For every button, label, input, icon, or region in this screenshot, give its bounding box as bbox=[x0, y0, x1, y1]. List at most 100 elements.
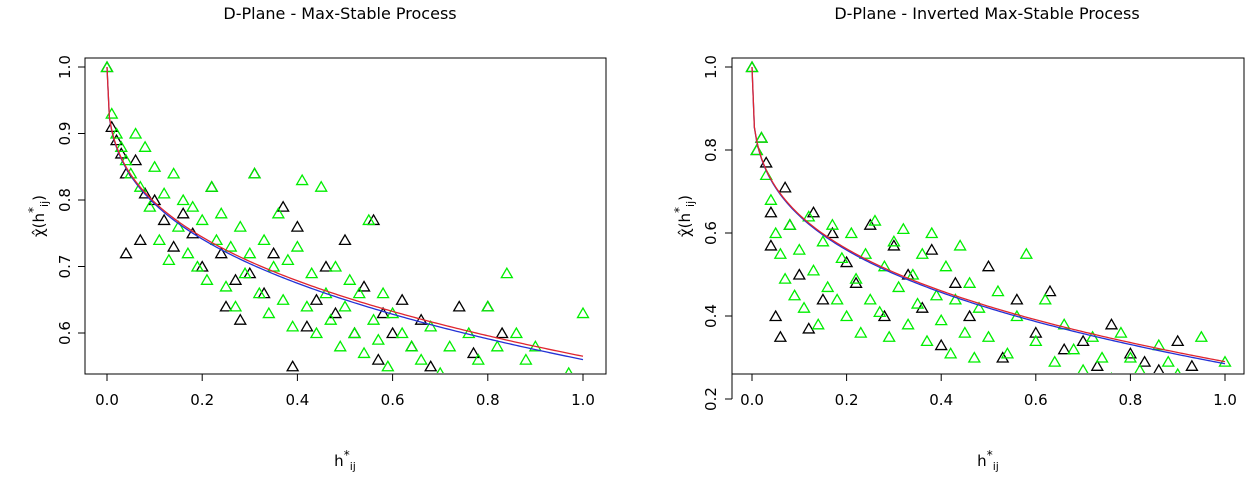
scatter-point bbox=[764, 193, 778, 205]
scatter-point bbox=[305, 266, 319, 279]
scatter-point bbox=[195, 213, 209, 226]
scatter-point bbox=[806, 264, 821, 276]
y-tick-label: 1.0 bbox=[702, 55, 720, 79]
scatter-point bbox=[290, 220, 305, 232]
scatter-point bbox=[797, 301, 811, 313]
x-axis-label: h*ij bbox=[977, 448, 999, 473]
scatter-point bbox=[405, 340, 419, 352]
scatter-point bbox=[224, 240, 238, 252]
scatter-point bbox=[892, 280, 906, 293]
scatter-point bbox=[925, 243, 939, 255]
scatter-point bbox=[309, 326, 324, 339]
scatter-point bbox=[128, 153, 143, 166]
points-layer bbox=[100, 60, 590, 391]
scatter-point bbox=[1019, 247, 1033, 259]
scatter-point bbox=[262, 306, 276, 319]
scatter-point bbox=[792, 268, 806, 280]
scatter-point bbox=[1104, 318, 1119, 330]
fitted-curve bbox=[751, 66, 1226, 365]
scatter-point bbox=[381, 359, 395, 372]
scatter-point bbox=[778, 272, 792, 284]
scatter-point bbox=[371, 333, 385, 345]
scatter-point bbox=[783, 218, 797, 230]
scatter-point bbox=[338, 300, 352, 312]
y-tick-label: 0.8 bbox=[56, 188, 74, 212]
y-axis-label: χ̂(h*ij) bbox=[672, 195, 697, 237]
scatter-point bbox=[1095, 351, 1109, 363]
scatter-point bbox=[576, 306, 590, 319]
scatter-point bbox=[825, 226, 840, 239]
scatter-point bbox=[1010, 293, 1024, 305]
scatter-point bbox=[792, 243, 806, 255]
scatter-point bbox=[802, 322, 816, 334]
scatter-point bbox=[830, 293, 844, 305]
scatter-point bbox=[509, 326, 523, 339]
scatter-point bbox=[754, 131, 769, 143]
scatter-point bbox=[783, 218, 797, 230]
scatter-point bbox=[233, 313, 247, 325]
scatter-point bbox=[835, 251, 849, 264]
y-tick-label: 0.9 bbox=[56, 122, 74, 146]
scatter-point bbox=[769, 226, 783, 239]
scatter-point bbox=[915, 247, 929, 259]
scatter-point bbox=[395, 326, 409, 339]
scatter-point bbox=[778, 181, 792, 193]
scatter-point bbox=[347, 326, 362, 339]
x-tick-label: 0.8 bbox=[1118, 391, 1142, 409]
scatter-point bbox=[863, 293, 877, 305]
scatter-point bbox=[844, 226, 858, 239]
scatter-point bbox=[1076, 334, 1090, 347]
scatter-point bbox=[944, 347, 958, 359]
scatter-point bbox=[958, 326, 972, 338]
scatter-point bbox=[816, 235, 830, 247]
scatter-point bbox=[1185, 359, 1199, 371]
scatter-point bbox=[214, 207, 228, 219]
scatter-point bbox=[1163, 377, 1174, 387]
scatter-point bbox=[1161, 355, 1175, 367]
scatter-point bbox=[357, 280, 371, 292]
x-tick-label: 0.2 bbox=[190, 391, 214, 409]
scatter-point bbox=[773, 330, 788, 342]
scatter-point bbox=[247, 167, 262, 179]
scatter-point bbox=[167, 240, 181, 252]
scatter-point bbox=[972, 301, 986, 313]
scatter-point bbox=[424, 320, 438, 332]
scatter-point bbox=[186, 200, 200, 212]
scatter-point bbox=[466, 346, 481, 359]
scatter-point bbox=[147, 160, 162, 172]
scatter-point bbox=[821, 280, 835, 293]
scatter-point bbox=[157, 213, 171, 226]
scatter-point bbox=[948, 276, 963, 288]
scatter-point bbox=[435, 375, 446, 385]
x-axis: 0.0 0.2 0.4 0.6 0.8 1.0 bbox=[740, 373, 1237, 409]
scatter-point bbox=[849, 272, 863, 284]
scatter-point bbox=[233, 220, 247, 232]
scatter-point bbox=[119, 246, 133, 259]
scatter-point bbox=[854, 326, 868, 338]
scatter-point bbox=[1048, 355, 1062, 367]
scatter-point bbox=[362, 213, 376, 226]
scatter-point bbox=[454, 381, 465, 391]
scatter-point bbox=[347, 326, 362, 339]
scatter-point bbox=[247, 167, 262, 179]
scatter-point bbox=[286, 320, 300, 332]
scatter-point bbox=[300, 300, 314, 312]
scatter-point bbox=[925, 226, 939, 239]
scatter-point bbox=[920, 334, 934, 347]
scatter-point bbox=[1114, 326, 1128, 338]
chart-right: D-Plane - Inverted Max-Stable Process 0.… bbox=[672, 4, 1245, 473]
x-tick-label: 0.6 bbox=[1024, 391, 1048, 409]
scatter-point bbox=[967, 351, 981, 363]
scatter-point bbox=[276, 200, 290, 212]
scatter-point bbox=[934, 338, 948, 351]
y-tick-label: 0.8 bbox=[702, 138, 720, 162]
scatter-point bbox=[162, 253, 176, 265]
x-tick-label: 0.4 bbox=[929, 391, 953, 409]
scatter-point bbox=[167, 167, 181, 179]
scatter-point bbox=[1029, 334, 1043, 347]
scatter-point bbox=[181, 246, 195, 259]
scatter-point bbox=[309, 293, 324, 305]
curves-layer bbox=[106, 66, 584, 361]
scatter-point bbox=[176, 193, 190, 206]
